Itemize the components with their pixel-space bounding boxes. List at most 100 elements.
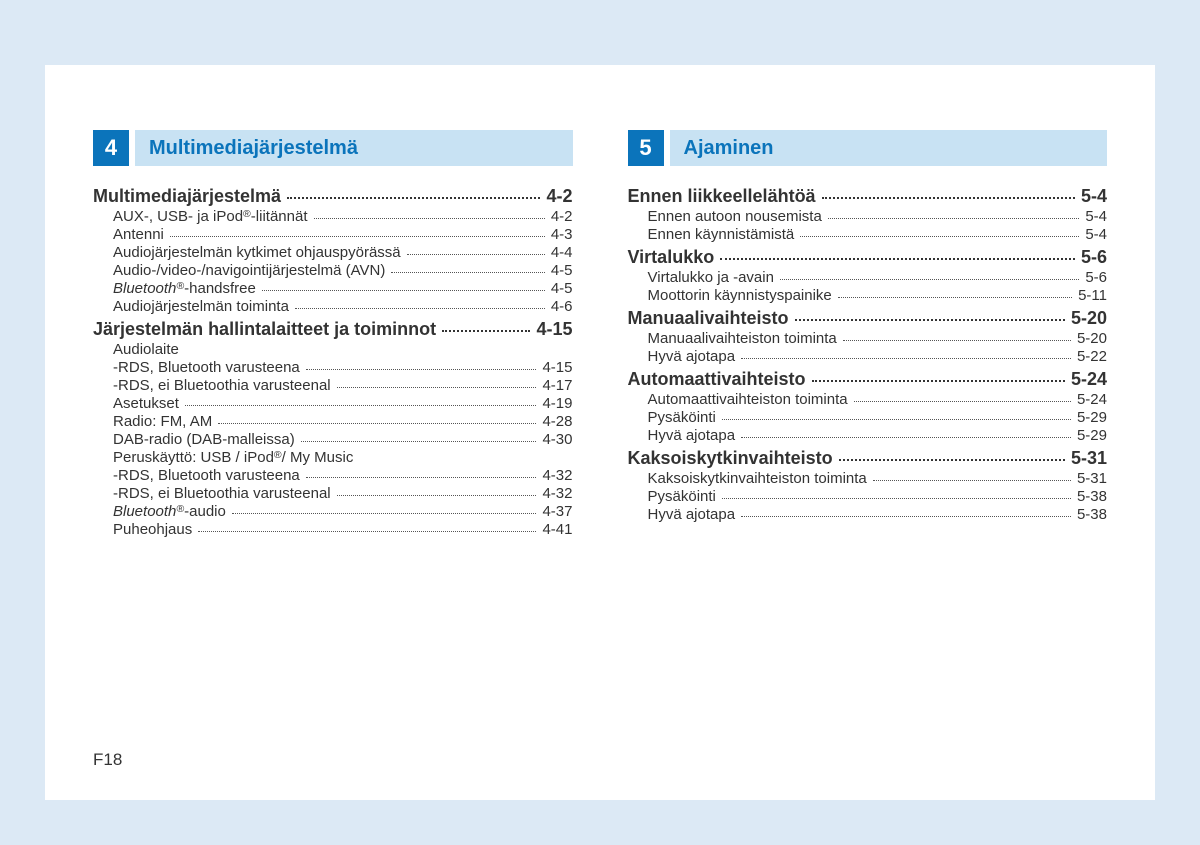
toc-entry: Manuaalivaihteisto 5-20 [628,308,1108,329]
section-number: 4 [93,130,129,166]
toc-page: 4-30 [542,431,572,448]
toc-entry: Audiojärjestelmän toiminta 4-6 [93,298,573,315]
section-title: Ajaminen [670,130,1108,166]
toc-label: Hyvä ajotapa [648,506,736,523]
toc-label: Bluetooth®-audio [113,503,226,520]
toc-entry: Bluetooth®-handsfree 4-5 [93,280,573,297]
toc-label: Automaattivaihteisto [628,369,806,390]
toc-page: 5-29 [1077,409,1107,426]
toc-label: Audiojärjestelmän toiminta [113,298,289,315]
toc-label: Manuaalivaihteiston toiminta [648,330,837,347]
toc-label: Radio: FM, AM [113,413,212,430]
toc-entry: Kaksoiskytkinvaihteisto 5-31 [628,448,1108,469]
toc-label: Ennen liikkeellelähtöä [628,186,816,207]
toc-leader [287,197,540,199]
toc-label: Hyvä ajotapa [648,348,736,365]
toc-leader [838,297,1072,298]
toc-leader [442,330,530,332]
toc-leader [314,218,545,219]
toc-page: 4-32 [542,467,572,484]
toc-entry: Multimediajärjestelmä 4-2 [93,186,573,207]
toc-label: -RDS, Bluetooth varusteena [113,359,300,376]
toc-label: -RDS, ei Bluetoothia varusteenal [113,485,331,502]
toc-leader [301,441,537,442]
column-right: 5Ajaminen Ennen liikkeellelähtöä 5-4 Ennen… [628,130,1108,539]
toc-leader [306,477,537,478]
section-header: 5Ajaminen [628,130,1108,166]
toc-page: 5-11 [1078,287,1107,304]
toc-leader [720,258,1075,260]
toc-entry: Järjestelmän hallintalaitteet ja toiminn… [93,319,573,340]
toc-page: 5-29 [1077,427,1107,444]
toc-label: Ennen käynnistämistä [648,226,795,243]
section-number: 5 [628,130,664,166]
toc-leader [198,531,536,532]
toc-leader [722,419,1071,420]
toc-leader [822,197,1075,199]
toc-entry: Hyvä ajotapa 5-38 [628,506,1108,523]
toc-page: 4-15 [536,319,572,340]
toc-leader [873,480,1071,481]
toc-page: 4-15 [542,359,572,376]
toc-page: 4-17 [542,377,572,394]
toc-leader [170,236,545,237]
toc-leader [741,358,1071,359]
toc-label: Bluetooth®-handsfree [113,280,256,297]
toc-entry: Pysäköinti 5-38 [628,488,1108,505]
toc-entry: Radio: FM, AM 4-28 [93,413,573,430]
toc-leader [306,369,537,370]
toc-label: Virtalukko [628,247,715,268]
toc-page: 4-4 [551,244,573,261]
toc-entry: Audio-/video-/navigointijärjestelmä (AVN… [93,262,573,279]
toc-label: Kaksoiskytkinvaihteisto [628,448,833,469]
toc-entry: Hyvä ajotapa 5-29 [628,427,1108,444]
toc-leader [741,516,1071,517]
columns-wrapper: 4MultimediajärjestelmäMultimediajärjeste… [93,130,1107,539]
toc-label: -RDS, Bluetooth varusteena [113,467,300,484]
toc-page: 5-38 [1077,488,1107,505]
toc-entry: Pysäköinti 5-29 [628,409,1108,426]
toc-entry: Automaattivaihteiston toiminta 5-24 [628,391,1108,408]
toc-leader [780,279,1079,280]
toc-label: Hyvä ajotapa [648,427,736,444]
toc-page: 4-6 [551,298,573,315]
toc-page: 4-3 [551,226,573,243]
toc-label: Automaattivaihteiston toiminta [648,391,848,408]
toc-label: Audiojärjestelmän kytkimet ohjauspyöräss… [113,244,401,261]
toc-leader [722,498,1071,499]
toc-leader [232,513,537,514]
toc-label: Pysäköinti [648,409,716,426]
toc-label: Audio-/video-/navigointijärjestelmä (AVN… [113,262,385,279]
toc-label: Multimediajärjestelmä [93,186,281,207]
toc-entry: AUX-, USB- ja iPod®-liitännät 4-2 [93,208,573,225]
toc-leader [795,319,1065,321]
toc-entry: Virtalukko 5-6 [628,247,1108,268]
toc-page: 5-20 [1077,330,1107,347]
toc-page: 5-4 [1085,208,1107,225]
toc-label: Pysäköinti [648,488,716,505]
toc-leader [843,340,1071,341]
toc-page: 4-2 [546,186,572,207]
toc-leader [262,290,545,291]
toc-entry: Virtalukko ja -avain 5-6 [628,269,1108,286]
section-title: Multimediajärjestelmä [135,130,573,166]
toc-entry: Hyvä ajotapa 5-22 [628,348,1108,365]
toc-entry-nopage: Peruskäyttö: USB / iPod®/ My Music [93,449,573,466]
toc-entry: DAB-radio (DAB-malleissa) 4-30 [93,431,573,448]
toc-leader [854,401,1071,402]
toc-leader [839,459,1065,461]
toc-entry: Manuaalivaihteiston toiminta 5-20 [628,330,1108,347]
toc-page: 5-24 [1071,369,1107,390]
toc-page: 4-19 [542,395,572,412]
toc-leader [741,437,1071,438]
toc-leader [337,387,537,388]
toc-page: 4-32 [542,485,572,502]
section-header: 4Multimediajärjestelmä [93,130,573,166]
toc-page: 5-24 [1077,391,1107,408]
toc-label: Ennen autoon nousemista [648,208,822,225]
toc-entry: Audiojärjestelmän kytkimet ohjauspyöräss… [93,244,573,261]
toc-entry: -RDS, Bluetooth varusteena 4-15 [93,359,573,376]
toc-label: Antenni [113,226,164,243]
toc-leader [185,405,537,406]
toc-page: 5-38 [1077,506,1107,523]
